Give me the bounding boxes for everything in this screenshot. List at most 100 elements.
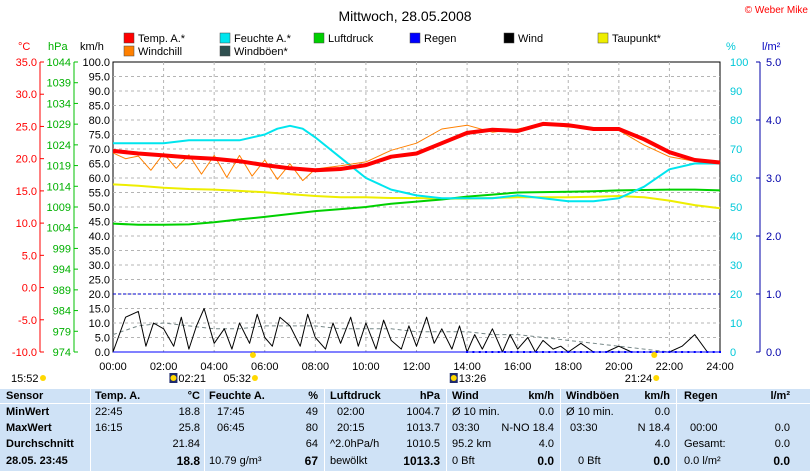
legend-label-2: Luftdruck — [328, 33, 374, 45]
sunrise-icon — [249, 352, 256, 358]
wind-tick-label: 100.0 — [82, 57, 110, 69]
x-tick-label: 12:00 — [403, 361, 431, 373]
stats-header-wind: Wind — [452, 390, 479, 402]
stats-header-temp: Temp. A. — [95, 390, 141, 402]
wind-tick-label: 15.0 — [89, 304, 110, 316]
series-line-wind — [112, 308, 720, 353]
feuchte-min-value: 49 — [305, 406, 318, 418]
pressure-tick-label: 979 — [53, 326, 71, 338]
pressure-tick-label: 1014 — [47, 181, 71, 193]
humidity-tick-label: 60 — [730, 173, 742, 185]
left-sun-icon — [40, 375, 46, 381]
temp-unit-label: °C — [18, 41, 30, 53]
rain-point — [649, 351, 652, 353]
x-tick-label: 04:00 — [200, 361, 228, 373]
wind-tick-label: 20.0 — [89, 289, 110, 301]
wind-max-value: N-NO 18.4 — [501, 422, 554, 434]
temp-tick-label: 20.0 — [16, 154, 37, 166]
rain-point — [636, 351, 639, 353]
x-tick-label: 08:00 — [302, 361, 330, 373]
rain-point — [478, 351, 481, 353]
humidity-tick-label: 70 — [730, 144, 742, 156]
sunset-icon — [651, 352, 658, 358]
stats-row-maxwert: MaxWert — [6, 422, 52, 434]
regen-total-label: Gesamt: — [684, 438, 726, 450]
stats-header-feuchte: Feuchte A. — [209, 390, 265, 402]
windboeen-avg10-value: 0.0 — [654, 406, 670, 418]
rain-point — [560, 351, 563, 353]
chart-grid — [112, 61, 721, 353]
rain-point — [706, 351, 709, 353]
humidity-tick-label: 80 — [730, 115, 742, 127]
rain-point — [662, 351, 665, 353]
pressure-tick-label: 1004 — [47, 223, 71, 235]
humidity-tick-label: 30 — [730, 260, 742, 272]
legend-swatch-7 — [219, 45, 231, 57]
temp-tick-label: -10.0 — [12, 347, 37, 359]
wind-max-time: 03:30 — [452, 422, 480, 434]
temp-tick-label: 5.0 — [22, 250, 37, 262]
temp-tick-label: -5.0 — [18, 315, 37, 327]
rain-point — [681, 351, 684, 353]
rain-point — [617, 351, 620, 353]
wind-tick-label: 40.0 — [89, 231, 110, 243]
legend-label-6: Windchill — [138, 46, 182, 58]
rain-tick-label: 2.0 — [766, 231, 781, 243]
moonset-time: 13:26 — [459, 373, 487, 385]
wind-unit-label: km/h — [80, 41, 104, 53]
luftdruck-max-time: 20:15 — [337, 422, 365, 434]
temp-min-value: 18.8 — [178, 406, 200, 418]
pressure-tick-label: 989 — [53, 285, 71, 297]
temp-min-time: 22:45 — [95, 406, 123, 418]
wind-tick-label: 50.0 — [89, 202, 110, 214]
x-tick-label: 16:00 — [504, 361, 532, 373]
stats-unit-feuchte: % — [308, 390, 318, 402]
rain-point — [643, 351, 646, 353]
rain-point — [504, 351, 507, 353]
x-tick-label: 00:00 — [99, 361, 127, 373]
moonset-icon-glyph — [450, 375, 457, 381]
windboeen-current-value: 0.0 — [653, 454, 670, 468]
rain-tick-label: 0.0 — [766, 347, 781, 359]
chart-legend: Temp. A.* Feuchte A.* Luftdruck Regen Wind Ta… — [123, 32, 662, 58]
sun-moon-markers: 05:32 21:24 02:21 13:26 15:52 — [11, 352, 660, 385]
pressure-tick-label: 1044 — [47, 57, 71, 69]
rain-point — [497, 351, 500, 353]
pressure-tick-label: 974 — [53, 347, 71, 359]
sunset-time: 21:24 — [625, 373, 653, 385]
luftdruck-trend: ^2.0hPa/h — [330, 438, 380, 450]
pressure-tick-label: 999 — [53, 243, 71, 255]
wind-avg-value: 4.0 — [538, 438, 554, 450]
rain-point — [674, 351, 677, 353]
wind-current-value: 0.0 — [537, 454, 554, 468]
humidity-tick-label: 20 — [730, 289, 742, 301]
series-line-feuchte-a — [113, 124, 720, 203]
legend-swatch-6 — [123, 45, 135, 57]
pressure-tick-label: 1034 — [47, 98, 71, 110]
rain-point — [548, 351, 551, 353]
wind-avg10-value: 0.0 — [538, 406, 554, 418]
statistics-table: Sensor MinWert MaxWert Durchschnitt 28.0… — [0, 389, 810, 471]
sunrise-time: 05:32 — [223, 373, 251, 385]
chart-series — [112, 121, 721, 353]
temp-tick-label: 30.0 — [16, 89, 37, 101]
regen-current-label: 0.0 l/m² — [684, 455, 721, 467]
wind-tick-label: 70.0 — [89, 144, 110, 156]
rain-point — [700, 351, 703, 353]
temp-tick-label: 35.0 — [16, 57, 37, 69]
legend-label-5: Taupunkt* — [612, 33, 662, 45]
legend-swatch-5 — [597, 32, 609, 44]
weather-chart: Mittwoch, 28.05.2008 © Weber Mike Temp. … — [11, 5, 808, 385]
stats-header-windboeen: Windböen — [566, 390, 620, 402]
temp-tick-label: 25.0 — [16, 121, 37, 133]
legend-label-4: Wind — [518, 33, 543, 45]
x-tick-label: 10:00 — [352, 361, 380, 373]
axis-unit-labels: °C hPa km/h% l/m² — [18, 41, 781, 53]
legend-label-0: Temp. A.* — [138, 33, 186, 45]
rain-point — [655, 351, 658, 353]
legend-label-3: Regen — [424, 33, 456, 45]
windboeen-avg10-label: Ø 10 min. — [566, 406, 614, 418]
regen-current-value: 0.0 — [773, 454, 790, 468]
humidity-tick-label: 0 — [730, 347, 736, 359]
wind-tick-label: 5.0 — [95, 333, 110, 345]
